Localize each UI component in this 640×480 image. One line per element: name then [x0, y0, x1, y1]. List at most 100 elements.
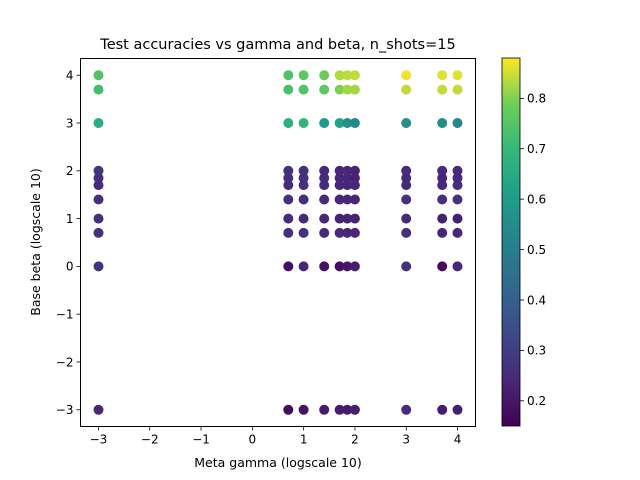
- data-point: [298, 404, 309, 415]
- data-point: [334, 213, 345, 224]
- y-tick-label: −1: [56, 307, 74, 321]
- data-point: [342, 70, 353, 81]
- y-tick-label: −3: [56, 403, 74, 417]
- data-point: [93, 227, 104, 238]
- data-point: [93, 118, 104, 128]
- data-point: [298, 194, 309, 205]
- data-point: [93, 194, 104, 205]
- colorbar-tick-label: 0.2: [527, 394, 546, 408]
- data-point: [334, 194, 345, 205]
- data-point: [437, 194, 448, 205]
- data-point: [283, 194, 294, 205]
- data-point: [401, 194, 412, 205]
- data-point: [283, 261, 294, 272]
- data-point: [319, 261, 330, 272]
- data-point: [401, 261, 412, 272]
- x-tick-label: 1: [300, 433, 308, 447]
- data-point: [452, 165, 463, 176]
- data-point: [283, 173, 294, 183]
- colorbar-tick-label: 0.8: [527, 92, 546, 106]
- data-point: [319, 118, 330, 128]
- data-point: [342, 227, 353, 238]
- data-point: [93, 404, 104, 415]
- data-point: [334, 84, 345, 95]
- data-point: [349, 180, 360, 191]
- data-point: [401, 227, 412, 238]
- data-point: [334, 165, 345, 176]
- x-axis-label: Meta gamma (logscale 10): [194, 455, 362, 470]
- data-point: [93, 213, 104, 224]
- data-point: [349, 213, 360, 224]
- data-point: [452, 227, 463, 238]
- data-point: [452, 118, 463, 128]
- x-tick-label: −1: [192, 433, 210, 447]
- data-point: [452, 173, 463, 183]
- colorbar-tick-label: 0.6: [527, 192, 546, 206]
- data-point: [298, 180, 309, 191]
- data-point: [319, 165, 330, 176]
- data-point: [342, 261, 353, 272]
- data-point: [334, 180, 345, 191]
- data-point: [342, 173, 353, 183]
- colorbar-tick-label: 0.4: [527, 293, 546, 307]
- data-point: [452, 180, 463, 191]
- data-point: [298, 227, 309, 238]
- data-point: [342, 180, 353, 191]
- y-axis-label: Base beta (logscale 10): [28, 168, 43, 315]
- data-point: [437, 180, 448, 191]
- data-point: [401, 70, 412, 81]
- data-point: [319, 70, 330, 81]
- y-axis-ticks: −3 −2 −1 0 1 2 3 4: [56, 69, 81, 417]
- data-point: [283, 213, 294, 224]
- x-tick-label: 3: [402, 433, 410, 447]
- data-point: [349, 261, 360, 272]
- data-point: [334, 118, 345, 128]
- y-tick-label: 2: [66, 164, 74, 178]
- data-point: [349, 165, 360, 176]
- x-tick-label: −3: [90, 433, 108, 447]
- data-point: [93, 84, 104, 95]
- data-point: [342, 213, 353, 224]
- data-point: [437, 404, 448, 415]
- x-tick-label: 0: [249, 433, 257, 447]
- data-point: [93, 70, 104, 81]
- data-point: [452, 261, 463, 272]
- data-point: [437, 70, 448, 81]
- data-point: [283, 227, 294, 238]
- data-point: [437, 84, 448, 95]
- data-point: [437, 213, 448, 224]
- data-point: [437, 173, 448, 183]
- y-tick-label: 4: [66, 69, 74, 83]
- data-point: [319, 180, 330, 191]
- x-tick-label: −2: [141, 433, 159, 447]
- data-point: [437, 261, 448, 272]
- data-point: [93, 261, 104, 272]
- x-tick-label: 2: [351, 433, 359, 447]
- data-point: [334, 261, 345, 272]
- data-point: [298, 173, 309, 183]
- data-point: [401, 173, 412, 183]
- data-point: [334, 404, 345, 415]
- data-point: [298, 70, 309, 81]
- data-point: [401, 213, 412, 224]
- data-point: [298, 213, 309, 224]
- data-point: [334, 173, 345, 183]
- data-points: [93, 70, 463, 415]
- data-point: [298, 84, 309, 95]
- chart-title: Test accuracies vs gamma and beta, n_sho…: [99, 37, 455, 53]
- x-tick-label: 4: [454, 433, 462, 447]
- data-point: [283, 118, 294, 128]
- data-point: [342, 404, 353, 415]
- data-point: [283, 180, 294, 191]
- data-point: [283, 70, 294, 81]
- data-point: [342, 165, 353, 176]
- data-point: [452, 404, 463, 415]
- data-point: [319, 194, 330, 205]
- data-point: [349, 84, 360, 95]
- colorbar-ticks: 0.2 0.3 0.4 0.5 0.6 0.7 0.8: [520, 92, 546, 408]
- colorbar: [501, 57, 521, 427]
- data-point: [298, 118, 309, 128]
- colorbar-tick-label: 0.7: [527, 142, 546, 156]
- data-point: [342, 118, 353, 128]
